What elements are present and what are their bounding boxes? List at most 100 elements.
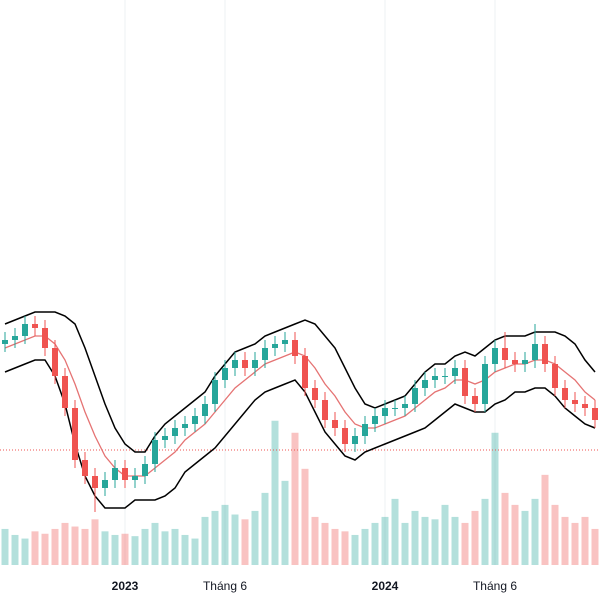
volume-bar — [501, 492, 509, 565]
volume-bar — [441, 504, 449, 565]
volume-bar — [421, 516, 429, 565]
volume-bar — [211, 510, 219, 565]
candle-body — [182, 424, 188, 428]
candle-body — [172, 428, 178, 436]
volume-bar — [411, 510, 419, 565]
candle-body — [492, 348, 498, 364]
volume-bar — [551, 504, 559, 565]
candle-body — [572, 400, 578, 404]
volume-bar — [431, 519, 439, 565]
candle-body — [412, 388, 418, 404]
volume-bar — [201, 516, 209, 565]
candle-body — [562, 388, 568, 400]
candle-body — [42, 328, 48, 348]
volume-bar — [541, 474, 549, 565]
candle-body — [442, 376, 448, 377]
volume-bar — [271, 420, 279, 565]
candle-body — [512, 360, 518, 364]
lower-band — [4, 359, 596, 509]
volume-bar — [241, 519, 249, 565]
candle-body — [102, 480, 108, 488]
candle-body — [302, 356, 308, 388]
volume-bar — [171, 528, 179, 565]
volume-bar — [51, 528, 59, 565]
candle-body — [592, 408, 598, 420]
candle-body — [82, 460, 88, 476]
volume-bar — [121, 533, 129, 565]
volume-bar — [511, 504, 519, 565]
candle-body — [222, 368, 228, 380]
volume-bar — [181, 534, 189, 565]
volume-bar — [581, 516, 589, 565]
volume-bar — [131, 536, 139, 565]
volume-bar — [451, 516, 459, 565]
volume-bar — [191, 538, 199, 565]
upper-band — [4, 311, 596, 453]
volume-bar — [491, 432, 499, 565]
volume-bar — [21, 538, 29, 565]
candle-body — [272, 344, 278, 348]
candle-body — [22, 324, 28, 336]
volume-bar — [31, 531, 39, 565]
candle-body — [472, 396, 478, 404]
candle-body — [192, 416, 198, 424]
volume-bar — [561, 516, 569, 565]
middle-band — [4, 335, 596, 477]
candle-body — [312, 388, 318, 400]
volume-bar — [481, 498, 489, 565]
x-tick-label: 2024 — [372, 579, 399, 593]
candle-body — [262, 348, 268, 360]
volume-bar — [61, 522, 69, 565]
candle-body — [12, 336, 18, 340]
volume-bar — [101, 531, 109, 565]
candle-body — [162, 436, 168, 440]
volume-bar — [401, 522, 409, 565]
volume-bar — [391, 498, 399, 565]
candle-body — [242, 360, 248, 368]
volume-bar — [1, 528, 9, 565]
candle-body — [132, 476, 138, 480]
volume-bar — [141, 528, 149, 565]
volume-bar — [221, 504, 229, 565]
candle-body — [152, 440, 158, 464]
candle-body — [502, 348, 508, 360]
x-tick-label: Tháng 6 — [203, 579, 247, 593]
candle-body — [362, 424, 368, 436]
candle-body — [432, 376, 438, 380]
candle-body — [452, 368, 458, 376]
volume-bar — [151, 522, 159, 565]
candle-body — [462, 368, 468, 396]
volume-bar — [591, 528, 599, 565]
candle-body — [582, 404, 588, 408]
candle-body — [202, 404, 208, 416]
candle-body — [482, 364, 488, 404]
candle-body — [332, 420, 338, 428]
volume-bar — [111, 534, 119, 565]
volume-bar — [471, 510, 479, 565]
volume-bar — [11, 534, 19, 565]
candle-body — [72, 408, 78, 460]
candle-body — [372, 416, 378, 424]
volume-bar — [321, 522, 329, 565]
candle-body — [112, 468, 118, 480]
candle-body — [422, 380, 428, 388]
x-tick-label: 2023 — [112, 579, 139, 593]
volume-bar — [261, 492, 269, 565]
candle-body — [542, 344, 548, 364]
candle-body — [532, 344, 538, 360]
candle-body — [402, 404, 408, 408]
candle-body — [342, 428, 348, 444]
candle-body — [232, 360, 238, 368]
volume-bar — [71, 526, 79, 565]
candle-body — [392, 408, 398, 409]
volume-bar — [41, 533, 49, 565]
candle-body — [2, 340, 8, 344]
volume-bar — [281, 480, 289, 565]
volume-bar — [341, 531, 349, 565]
candle-body — [122, 468, 128, 480]
candle-body — [252, 360, 258, 368]
candle-body — [52, 348, 58, 376]
candle-body — [352, 436, 358, 444]
volume-bar — [461, 522, 469, 565]
